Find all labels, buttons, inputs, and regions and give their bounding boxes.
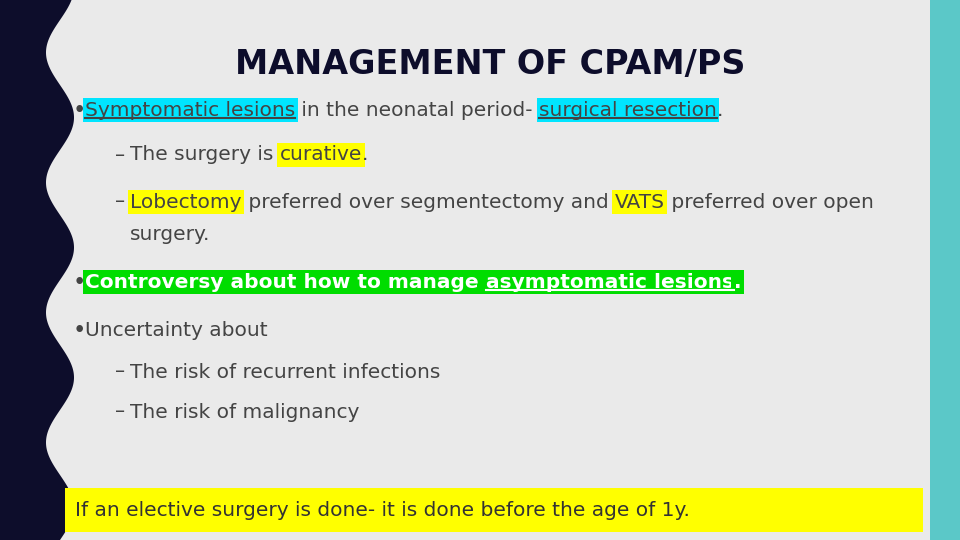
Text: –: –	[115, 402, 125, 422]
Text: surgery.: surgery.	[130, 226, 210, 245]
Text: The surgery is: The surgery is	[130, 145, 279, 165]
Text: in the neonatal period-: in the neonatal period-	[296, 100, 540, 119]
Text: curative: curative	[279, 145, 362, 165]
Text: Symptomatic lesions: Symptomatic lesions	[85, 100, 296, 119]
Text: –: –	[115, 362, 125, 381]
Text: .: .	[362, 145, 369, 165]
Text: .: .	[733, 273, 741, 292]
FancyBboxPatch shape	[65, 488, 923, 532]
Text: –: –	[115, 145, 125, 165]
Text: Uncertainty about: Uncertainty about	[85, 321, 268, 340]
Text: •: •	[73, 319, 86, 341]
Text: –: –	[115, 192, 125, 212]
Text: If an elective surgery is done- it is done before the age of 1y.: If an elective surgery is done- it is do…	[75, 501, 690, 519]
Text: preferred over open: preferred over open	[664, 192, 874, 212]
Text: .: .	[717, 100, 724, 119]
Text: surgical resection: surgical resection	[540, 100, 717, 119]
Polygon shape	[930, 0, 960, 540]
Text: asymptomatic lesions: asymptomatic lesions	[486, 273, 733, 292]
Polygon shape	[0, 0, 74, 540]
Text: preferred over segmentectomy and: preferred over segmentectomy and	[242, 192, 614, 212]
Text: Lobectomy: Lobectomy	[130, 192, 242, 212]
Text: The risk of malignancy: The risk of malignancy	[130, 402, 359, 422]
Text: MANAGEMENT OF CPAM/PS: MANAGEMENT OF CPAM/PS	[235, 48, 745, 82]
Text: The risk of recurrent infections: The risk of recurrent infections	[130, 362, 441, 381]
Text: Controversy about how to manage: Controversy about how to manage	[85, 273, 486, 292]
Text: •: •	[73, 98, 86, 122]
Text: •: •	[73, 271, 86, 294]
Text: VATS: VATS	[614, 192, 664, 212]
